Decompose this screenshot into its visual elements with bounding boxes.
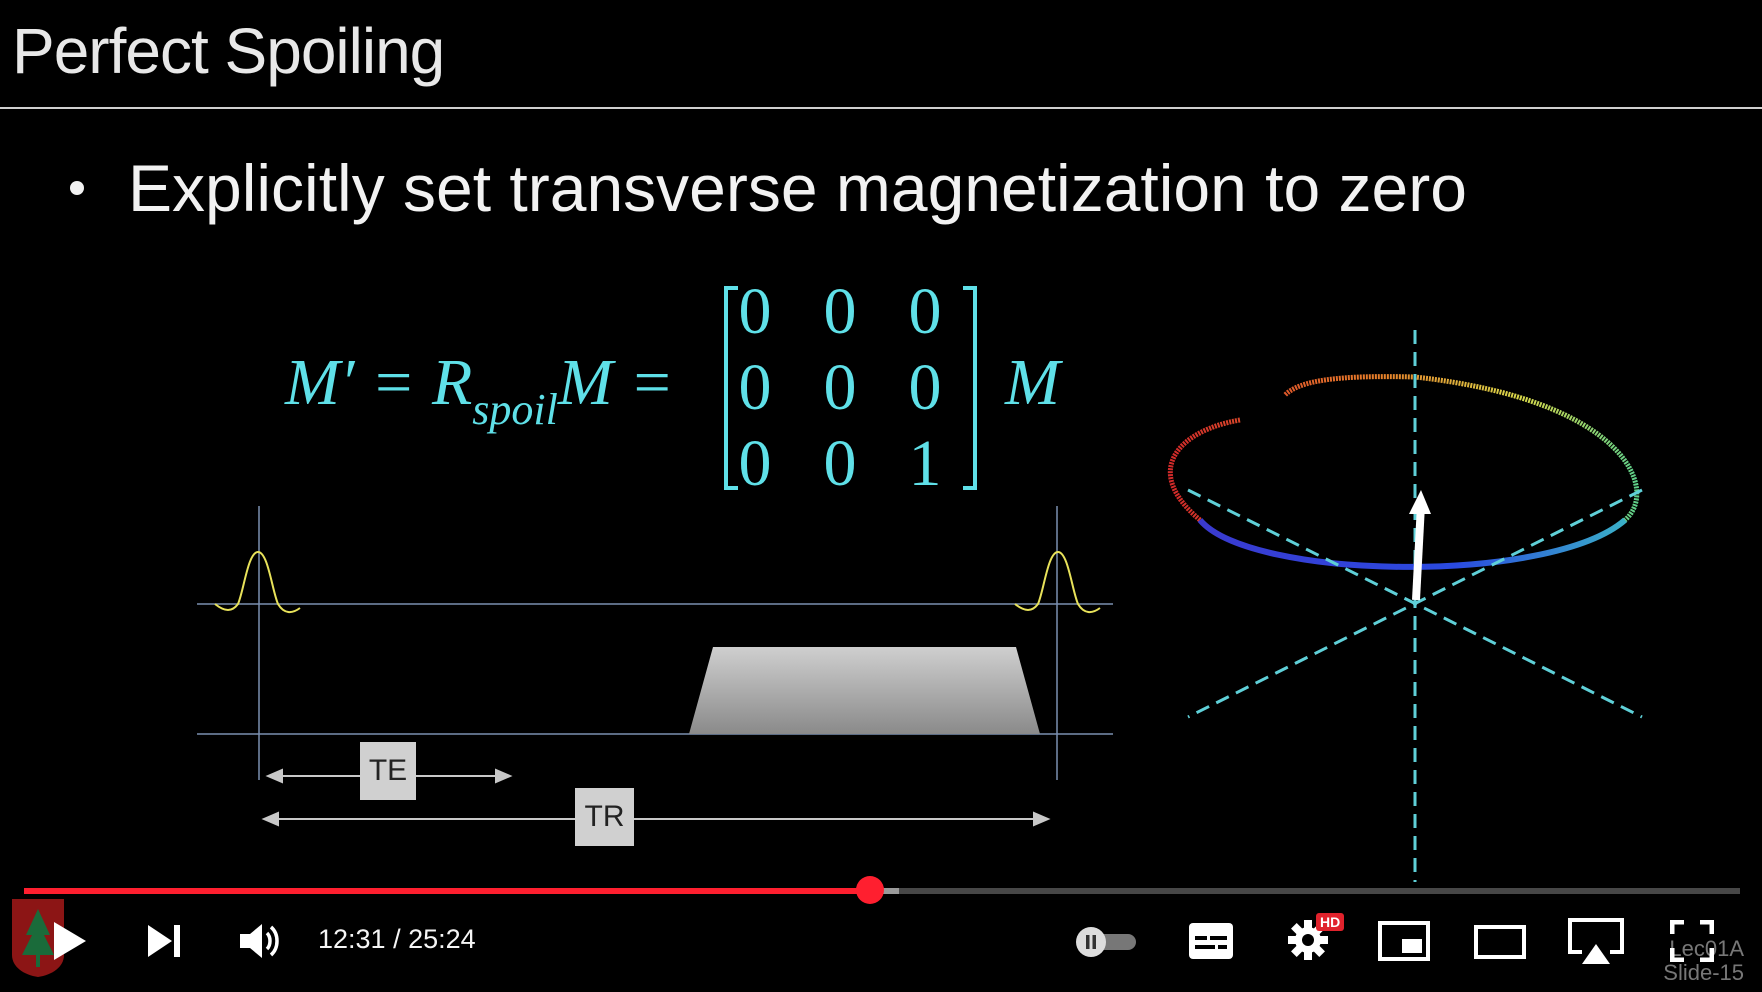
- matrix-left-bracket: [724, 286, 738, 490]
- matrix-cell: 0: [738, 427, 772, 500]
- captions-icon: [1189, 923, 1233, 959]
- play-icon: [54, 922, 86, 960]
- autoplay-toggle[interactable]: [1074, 925, 1140, 964]
- magnetization-arrowhead: [1409, 490, 1431, 514]
- airplay-icon: [1568, 918, 1624, 964]
- matrix-cell: 0: [823, 275, 857, 348]
- matrix-brackets: [724, 286, 977, 490]
- tr-label-box: TR: [575, 788, 634, 846]
- theater-mode-icon: [1474, 925, 1526, 959]
- time-separator: /: [385, 924, 409, 954]
- matrix-cell: 1: [908, 427, 942, 500]
- duration: 25:24: [408, 924, 476, 954]
- current-time: 12:31: [318, 924, 386, 954]
- miniplayer-icon: [1378, 921, 1430, 961]
- te-label-box: TE: [360, 742, 416, 800]
- title-divider: [0, 107, 1762, 109]
- next-icon: [148, 925, 180, 957]
- miniplayer-button[interactable]: [1378, 921, 1430, 966]
- precession-ring-back: [1167, 374, 1640, 570]
- slide-id-number: Slide-15: [1663, 960, 1744, 985]
- tr-arrow: [261, 811, 1051, 827]
- magnetization-vector: [1412, 504, 1425, 601]
- airplay-button[interactable]: [1568, 918, 1624, 971]
- matrix-cell: 0: [738, 275, 772, 348]
- next-button[interactable]: [146, 923, 182, 964]
- magnetization-precession-diagram: [1167, 330, 1643, 882]
- y-axis: [1187, 488, 1643, 719]
- rf-pulse-right: [1014, 550, 1101, 614]
- spoiler-gradient-lobe: [689, 647, 1040, 734]
- equation-lhs-text: M′ = R: [285, 346, 473, 419]
- play-button[interactable]: [52, 920, 88, 967]
- bullet-point: Explicitly set transverse magnetization …: [70, 150, 1467, 226]
- bullet-text: Explicitly set transverse magnetization …: [128, 151, 1467, 225]
- rf-pulse-left: [214, 550, 301, 614]
- progress-played: [24, 888, 870, 894]
- settings-button[interactable]: HD: [1286, 913, 1345, 967]
- volume-icon: [240, 924, 279, 958]
- matrix-cell: 0: [823, 351, 857, 424]
- slide-id-lecture: Lec01A: [1669, 936, 1744, 961]
- fullscreen-button[interactable]: [1669, 919, 1715, 967]
- slide-title: Perfect Spoiling: [12, 15, 445, 87]
- hd-badge: HD: [1316, 913, 1345, 931]
- captions-button[interactable]: [1188, 922, 1234, 965]
- matrix-cell: 0: [823, 427, 857, 500]
- theater-mode-button[interactable]: [1474, 925, 1526, 964]
- fullscreen-icon: [1669, 919, 1715, 963]
- equation-subscript: spoil: [472, 385, 558, 434]
- progress-scrubber[interactable]: [855, 876, 884, 904]
- equation-mid: M =: [557, 346, 674, 419]
- matrix-cell: 0: [738, 351, 772, 424]
- tree-seal-icon[interactable]: [8, 895, 68, 979]
- time-display: 12:31 / 25:24: [318, 924, 476, 955]
- equation-lhs: M′ = RspoilM =: [285, 345, 674, 434]
- matrix-right-bracket: [963, 286, 977, 490]
- volume-button[interactable]: [238, 920, 282, 967]
- matrix-cell: 0: [908, 351, 942, 424]
- matrix-cell: 0: [908, 275, 942, 348]
- equation-rhs: M: [1005, 346, 1060, 419]
- precession-ring-front: [1197, 517, 1627, 570]
- autoplay-toggle-icon: [1076, 927, 1136, 957]
- bullet-dot: [70, 180, 84, 195]
- pulse-sequence-diagram: [197, 506, 1113, 827]
